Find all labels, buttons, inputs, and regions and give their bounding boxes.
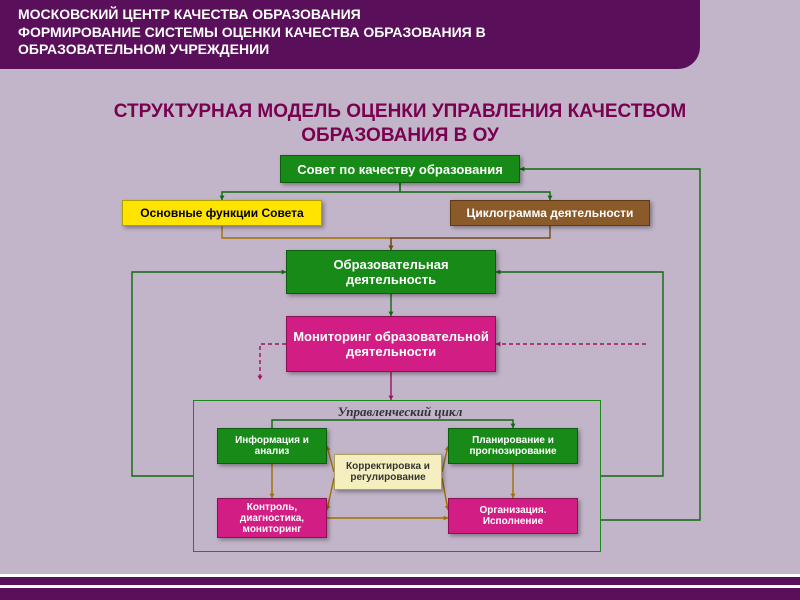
node-planning: Планирование и прогнозирование xyxy=(448,428,578,464)
node-educational: Образовательная деятельность xyxy=(286,250,496,294)
main-title-line-1: СТРУКТУРНАЯ МОДЕЛЬ ОЦЕНКИ УПРАВЛЕНИЯ КАЧ… xyxy=(0,100,800,124)
header-line-2: ФОРМИРОВАНИЕ СИСТЕМЫ ОЦЕНКИ КАЧЕСТВА ОБР… xyxy=(18,24,682,42)
node-info-analysis: Информация и анализ xyxy=(217,428,327,464)
node-functions: Основные функции Совета xyxy=(122,200,322,226)
main-title: СТРУКТУРНАЯ МОДЕЛЬ ОЦЕНКИ УПРАВЛЕНИЯ КАЧ… xyxy=(0,100,800,148)
node-council: Совет по качеству образования xyxy=(280,155,520,183)
slide-stage: МОСКОВСКИЙ ЦЕНТР КАЧЕСТВА ОБРАЗОВАНИЯ ФО… xyxy=(0,0,800,600)
node-control: Контроль, диагностика, мониторинг xyxy=(217,498,327,538)
node-correction: Корректировка и регулирование xyxy=(334,454,442,490)
header-line-1: МОСКОВСКИЙ ЦЕНТР КАЧЕСТВА ОБРАЗОВАНИЯ xyxy=(18,6,682,24)
node-organization: Организация. Исполнение xyxy=(448,498,578,534)
node-monitoring: Мониторинг образовательной деятельности xyxy=(286,316,496,372)
header-line-3: ОБРАЗОВАТЕЛЬНОМ УЧРЕЖДЕНИИ xyxy=(18,41,682,59)
management-cycle-title: Управленческий цикл xyxy=(300,404,500,420)
footer-bars xyxy=(0,574,800,600)
header-panel: МОСКОВСКИЙ ЦЕНТР КАЧЕСТВА ОБРАЗОВАНИЯ ФО… xyxy=(0,0,700,69)
main-title-line-2: ОБРАЗОВАНИЯ В ОУ xyxy=(0,124,800,148)
node-cyclogram: Циклограмма деятельности xyxy=(450,200,650,226)
